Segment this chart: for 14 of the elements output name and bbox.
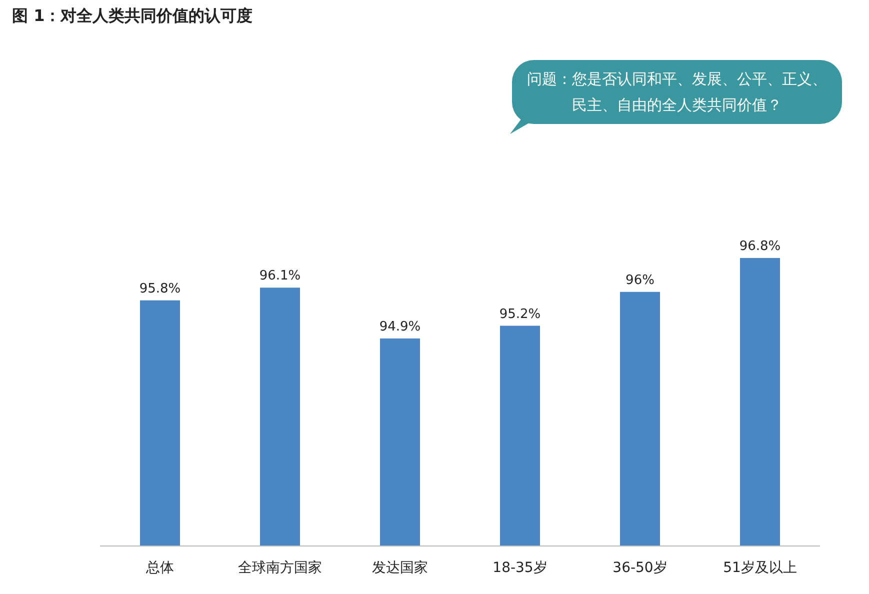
chart-title: 图 1：对全人类共同价值的认可度 xyxy=(12,6,253,27)
x-tick-label: 总体 xyxy=(145,560,174,576)
x-tick-label: 51岁及以上 xyxy=(723,560,797,576)
x-tick-label: 36-50岁 xyxy=(612,560,668,576)
data-label: 95.8% xyxy=(139,281,181,296)
x-tick-label: 18-35岁 xyxy=(492,560,548,576)
data-label: 96.1% xyxy=(259,268,301,284)
data-label: 96% xyxy=(626,272,654,288)
text: 问题：您是否认同和平、发展、公平、正义、民主、自由的全人类共同价值？ xyxy=(512,60,842,124)
data-label: 95.2% xyxy=(499,306,541,322)
x-tick-label: 全球南方国家 xyxy=(238,560,322,576)
data-label: 96.8% xyxy=(739,239,781,254)
x-tick-label: 发达国家 xyxy=(372,560,428,576)
data-label: 94.9% xyxy=(379,319,421,334)
